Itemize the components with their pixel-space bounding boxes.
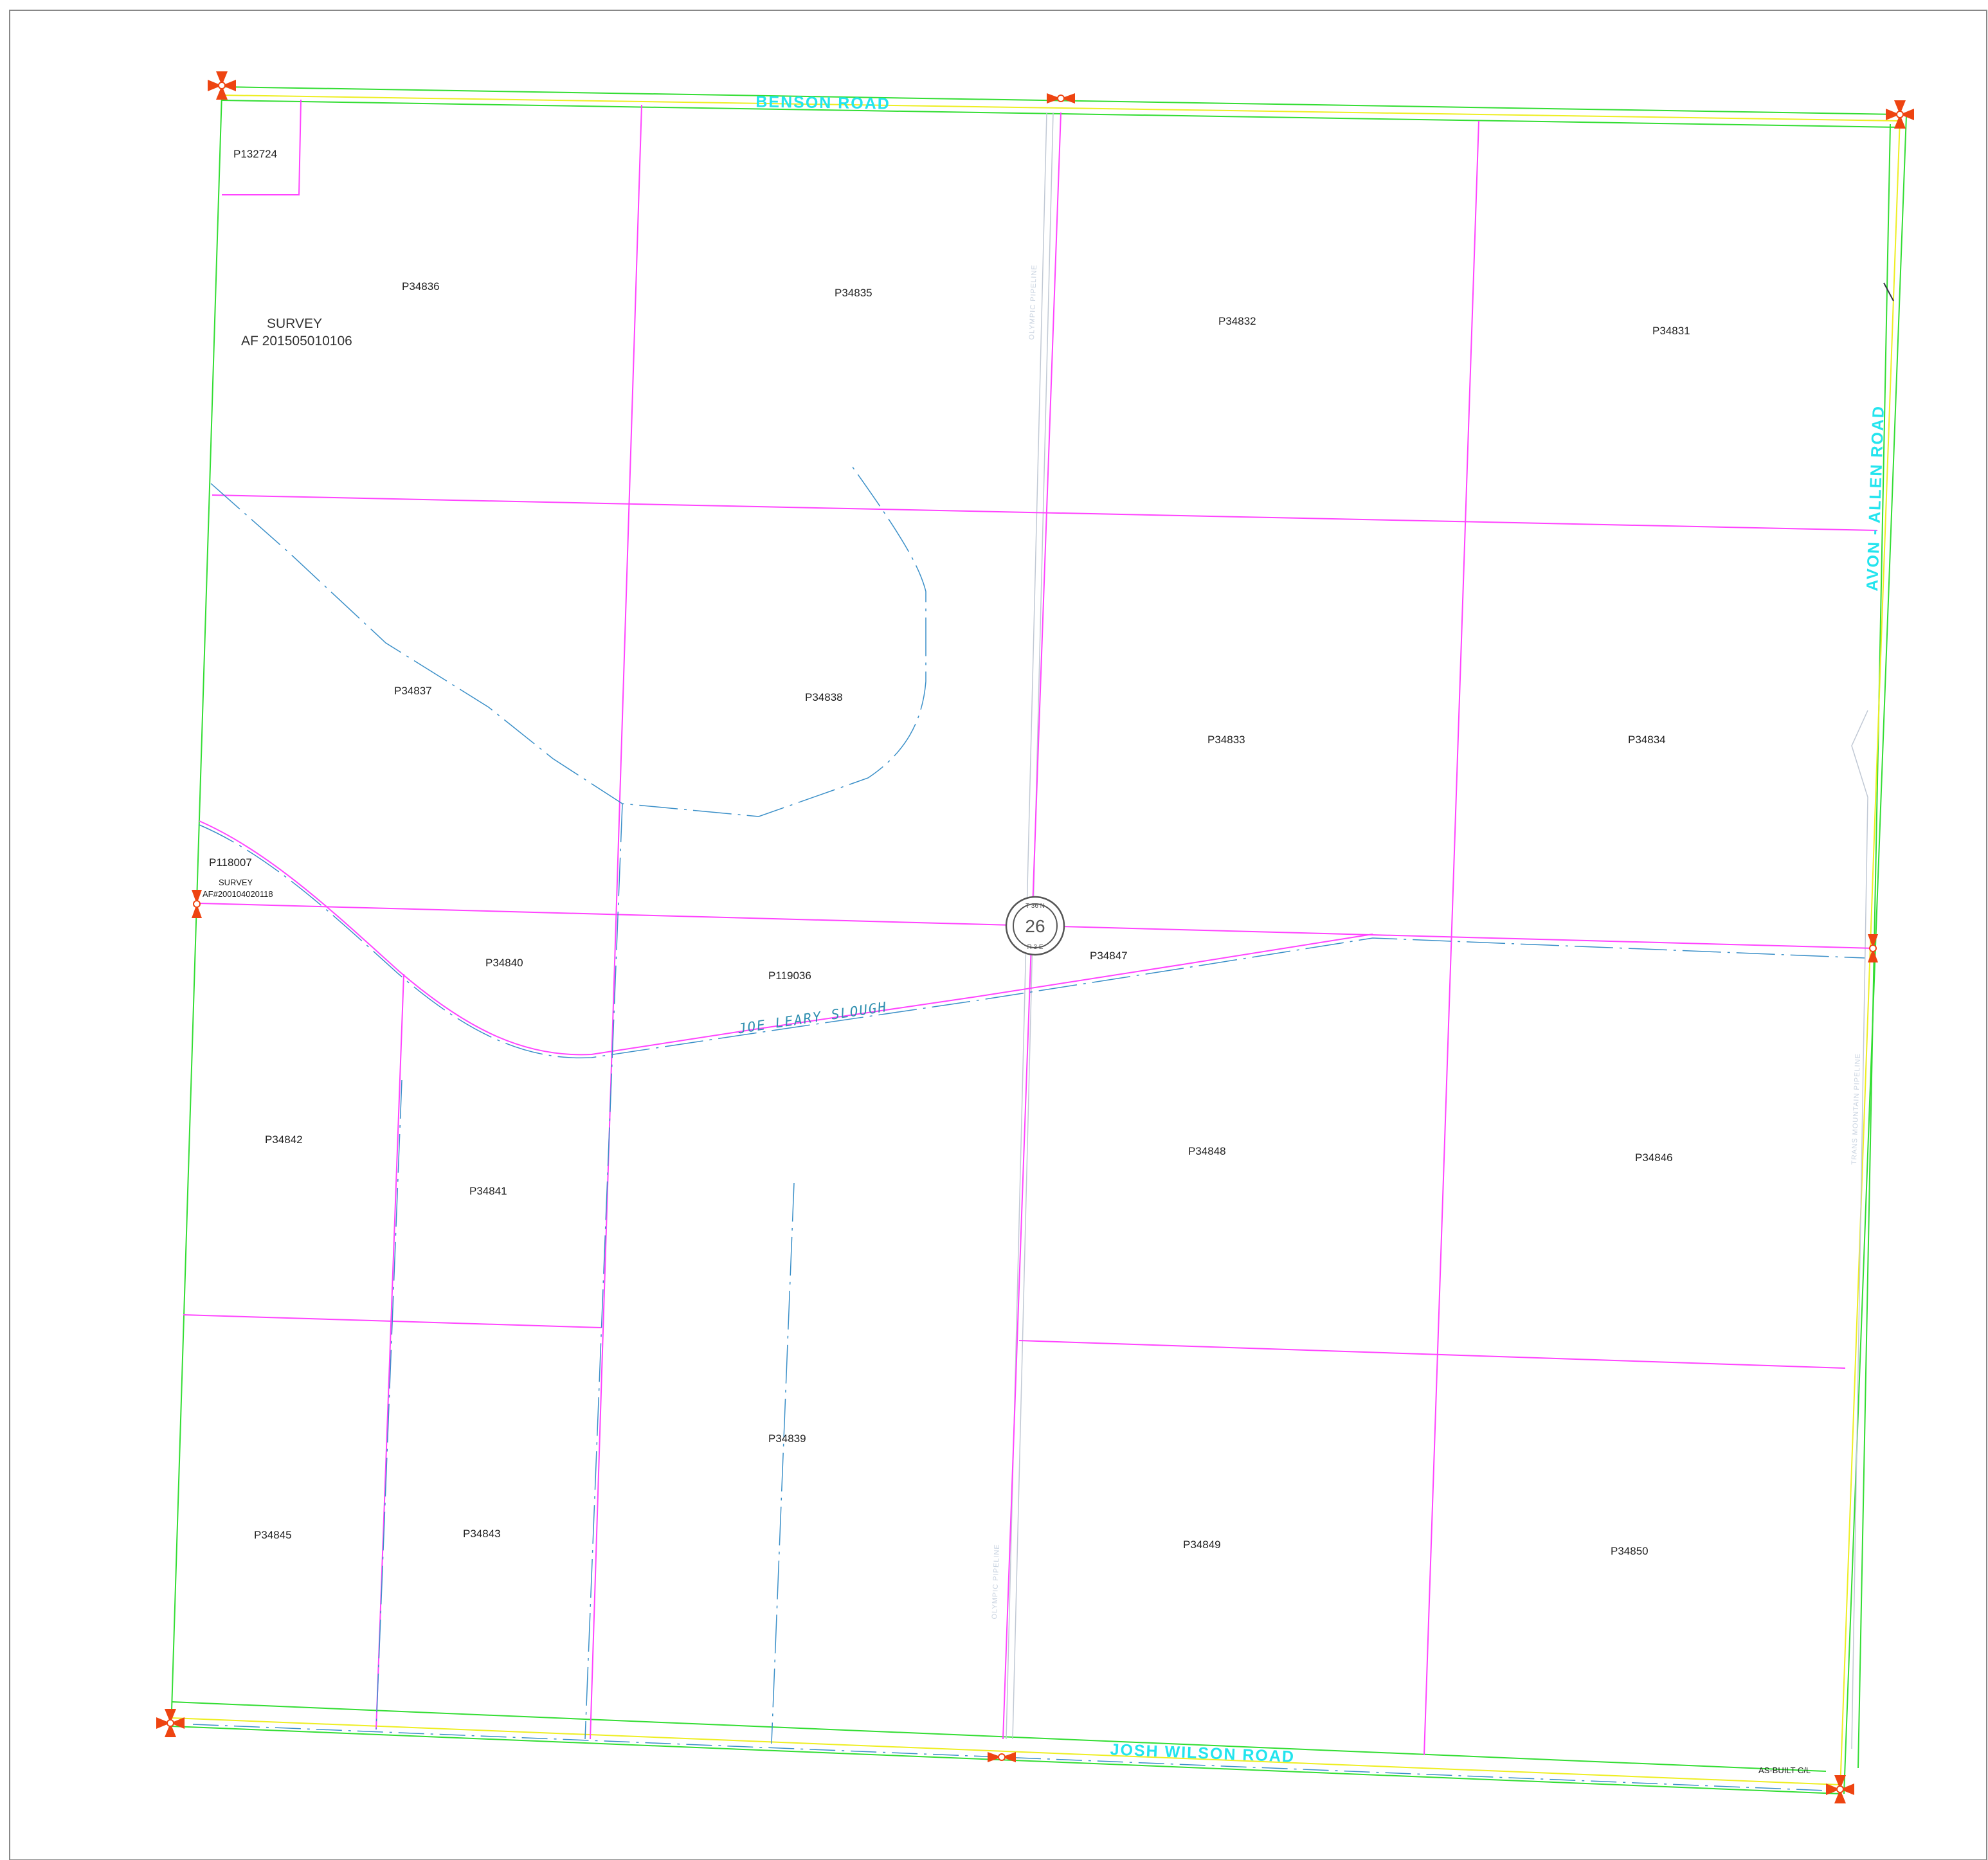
ditch-2: [584, 803, 623, 1740]
as-built-label: AS-BUILT C/L: [1758, 1765, 1811, 1775]
parcel-label-p34840: P34840: [485, 957, 523, 969]
parcel-line-col-1: [590, 104, 642, 1740]
ditch-1: [375, 1079, 402, 1730]
parcel-line-col-3: [1423, 120, 1479, 1756]
parcel-label-p34843: P34843: [463, 1528, 501, 1540]
quarter-monument-east: [1868, 934, 1878, 962]
corner-monument-sw: [156, 1709, 185, 1737]
section-range: R 3 E: [1027, 944, 1043, 951]
parcel-label-p34839: P34839: [768, 1432, 806, 1445]
section-township: T 36 N: [1026, 903, 1045, 910]
joe-leary-slough-boundary: [199, 820, 1373, 1056]
quarter-monument-south: [988, 1752, 1016, 1762]
parcel-label-p34834: P34834: [1628, 734, 1666, 746]
josh-wilson-road-label: JOSH WILSON ROAD: [1110, 1740, 1295, 1766]
parcel-label-p34845: P34845: [254, 1529, 292, 1541]
parcel-label-p34835: P34835: [835, 287, 872, 299]
josh-wilson-road-centerline: [171, 1717, 1841, 1785]
water-lines: [199, 465, 1865, 1744]
creek-north: [210, 465, 926, 817]
parcel-label-p34833: P34833: [1207, 734, 1245, 746]
olympic-pipeline-label-south: OLYMPIC PIPELINE: [991, 1544, 1001, 1620]
josh-wilson-road-row-north: [171, 1701, 1827, 1772]
parcel-label-p34837: P34837: [394, 685, 432, 697]
parcel-label-p34848: P34848: [1188, 1145, 1226, 1157]
slough-overlay: [199, 824, 1865, 1059]
joe-leary-slough-label: JOE LEARY SLOUGH: [736, 999, 888, 1037]
survey-label-small-line2: AF#200104020118: [203, 889, 273, 899]
parcel-label-p34838: P34838: [805, 691, 843, 703]
survey-label-small-line1: SURVEY: [219, 878, 253, 887]
section-monument-outer-ring: [1005, 896, 1065, 956]
trans-mountain-pipeline-label: TRANS MOUNTAIN PIPELINE: [1850, 1053, 1862, 1165]
monuments: [156, 71, 1914, 1803]
corner-monument-nw: [208, 71, 236, 100]
parcel-labels: P132724 P34836 P34835 P34832 P34831 P348…: [209, 148, 1690, 1557]
parcel-line-row-3-east: [1018, 1340, 1846, 1369]
parcel-label-p132724: P132724: [233, 148, 277, 160]
parcel-label-p118007: P118007: [209, 856, 252, 869]
parcel-line-row-1: [212, 494, 1878, 531]
ditch-3: [771, 1182, 795, 1744]
section-monument-inner-ring: [1013, 903, 1058, 948]
parcel-label-p34842: P34842: [265, 1133, 303, 1146]
quarter-monument-north: [1047, 93, 1075, 104]
parcel-label-p34847: P34847: [1090, 950, 1128, 962]
survey-label-main-line1: SURVEY: [267, 316, 322, 331]
josh-wilson-road-row-south: [171, 1726, 1841, 1794]
parcel-label-p34831: P34831: [1652, 325, 1690, 337]
benson-road-label: BENSON ROAD: [755, 93, 890, 113]
east-small-line: [1883, 282, 1894, 302]
olympic-pipeline-label-north: OLYMPIC PIPELINE: [1028, 264, 1038, 340]
pipelines: [1006, 112, 1894, 1749]
parcel-label-p34846: P34846: [1635, 1151, 1673, 1164]
section-monument: 26 T 36 N R 3 E: [1005, 896, 1065, 956]
josh-wilson-road-ditch: [192, 1724, 1827, 1791]
survey-label-main-line2: AF 201505010106: [241, 334, 352, 348]
parcel-label-p34849: P34849: [1183, 1539, 1221, 1551]
parcel-label-p119036: P119036: [768, 970, 811, 982]
trans-mountain-pipeline-line: [1851, 710, 1868, 1749]
benson-road-centerline: [221, 95, 1901, 122]
corner-monument-se: [1826, 1775, 1854, 1803]
map-frame: [9, 10, 1987, 1860]
parcel-line-p132724-box: [222, 99, 302, 195]
corner-monument-ne: [1886, 100, 1914, 129]
parcel-label-p34832: P34832: [1218, 315, 1256, 327]
avon-allen-road-centerline: [1839, 118, 1901, 1791]
parcel-label-p34841: P34841: [469, 1185, 507, 1197]
section-number: 26: [1025, 916, 1045, 936]
parcel-line-west-stub: [375, 973, 404, 1730]
quarter-monument-west: [192, 890, 202, 918]
parcel-label-p34850: P34850: [1611, 1545, 1649, 1557]
parcel-label-p34836: P34836: [402, 280, 440, 293]
